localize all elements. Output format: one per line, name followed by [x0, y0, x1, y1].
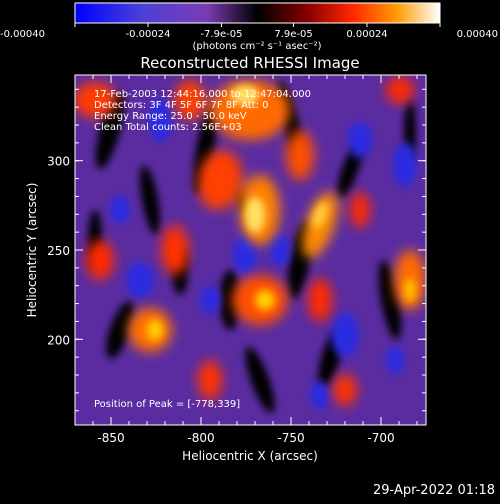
y-axis: 200 250 300: [47, 88, 426, 412]
peak-intensity-core: [147, 320, 163, 340]
colorbar-ticks: -0.00040 -0.00024 -7.9e-05 7.9e-05 0.00024 0.…: [0, 23, 498, 40]
colorbar-frame: [74, 2, 441, 24]
peak-intensity-core: [312, 201, 328, 229]
annotation-line: Energy Range: 25.0 - 50.0 keV: [94, 111, 247, 122]
dark-region: [95, 91, 125, 169]
dark-region: [245, 346, 275, 414]
high-intensity-region: [198, 360, 222, 400]
colorbar-tick-label: 0.00024: [346, 29, 387, 40]
annotation-line: 17-Feb-2003 12:44:16.000 to 12:47:04.000: [94, 89, 311, 100]
y-tick-label: 200: [47, 333, 70, 347]
peak-intensity-core: [231, 85, 259, 105]
low-intensity-region: [200, 286, 220, 314]
chart-title: Reconstructed RHESSI Image: [140, 54, 359, 72]
dark-region: [106, 301, 134, 359]
x-tick-label: -800: [187, 431, 214, 445]
peak-intensity-core: [245, 197, 265, 233]
x-axis-label: Heliocentric X (arcsec): [182, 449, 318, 463]
colorbar: [75, 3, 440, 23]
low-intensity-region: [270, 234, 290, 266]
high-intensity-region: [350, 192, 370, 228]
low-intensity-region: [393, 143, 417, 187]
low-intensity-region: [148, 98, 172, 142]
high-intensity-region: [197, 150, 243, 210]
colorbar-tick-label: 0.00040: [457, 29, 498, 40]
high-intensity-region: [386, 76, 414, 104]
low-intensity-region: [310, 381, 330, 409]
annotation-line: Clean Total counts: 2.56E+03: [94, 122, 242, 133]
annotation-line: Detectors: 3F 4F 5F 6F 7F 8F Att: 0: [94, 100, 269, 111]
high-intensity-region: [210, 80, 290, 140]
x-tick-label: -850: [97, 431, 124, 445]
low-intensity-region: [233, 235, 257, 275]
dark-region: [378, 260, 402, 340]
peak-intensity-core: [255, 290, 275, 310]
x-axis: -850 -800 -750 -700: [92, 75, 418, 445]
colorbar-tick-label: 7.9e-05: [274, 29, 312, 40]
y-tick-label: 250: [47, 244, 70, 258]
low-intensity-region: [348, 122, 372, 158]
annotations: 17-Feb-2003 12:44:16.000 to 12:47:04.000…: [94, 89, 311, 133]
high-intensity-region: [333, 374, 357, 406]
y-axis-label: Heliocentric Y (arcsec): [25, 183, 39, 318]
high-intensity-region: [174, 80, 206, 120]
colorbar-tick-label: -0.00024: [126, 29, 171, 40]
render-timestamp: 29-Apr-2022 01:18: [373, 483, 495, 498]
peak-marker: [328, 351, 333, 356]
colorbar-tick-label: -0.00040: [0, 29, 45, 40]
high-intensity-region: [75, 82, 117, 118]
dark-region: [140, 165, 160, 235]
x-tick-label: -750: [277, 431, 304, 445]
low-intensity-region: [126, 262, 154, 298]
high-intensity-region: [86, 240, 114, 280]
low-intensity-region: [110, 196, 130, 224]
high-intensity-region: [161, 225, 189, 275]
heatmap-image: [75, 75, 426, 425]
high-intensity-region: [308, 278, 332, 322]
dark-region: [220, 270, 240, 330]
dark-region: [193, 105, 217, 195]
colorbar-unit-label: (photons cm⁻² s⁻¹ asec⁻²): [192, 41, 321, 52]
x-tick-label: -700: [367, 431, 394, 445]
y-tick-label: 300: [47, 155, 70, 169]
high-intensity-region: [286, 130, 314, 180]
peak-position-label: Position of Peak = [-778,339]: [94, 399, 240, 410]
peak-intensity-core: [404, 278, 416, 302]
low-intensity-region: [331, 313, 359, 357]
low-intensity-region: [386, 346, 404, 374]
colorbar-tick-label: -7.9e-05: [200, 29, 242, 40]
